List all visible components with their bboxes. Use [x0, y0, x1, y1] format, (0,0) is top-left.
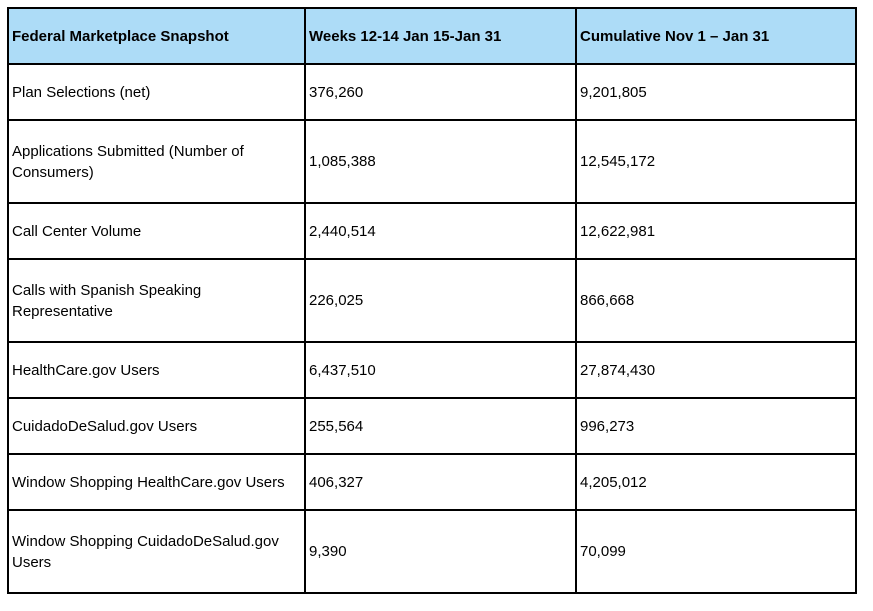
row-label: Applications Submitted (Number of Consum… — [7, 119, 306, 204]
header-cell-cumulative: Cumulative Nov 1 – Jan 31 — [575, 7, 857, 65]
weeks-value: 9,390 — [304, 509, 577, 594]
cumulative-value: 866,668 — [575, 258, 857, 343]
table-row-cuidadodesalud-gov-users: CuidadoDeSalud.gov Users 255,564 996,273 — [7, 397, 857, 455]
table-row-plan-selections: Plan Selections (net) 376,260 9,201,805 — [7, 63, 857, 121]
cumulative-value: 12,545,172 — [575, 119, 857, 204]
row-label: CuidadoDeSalud.gov Users — [7, 397, 306, 455]
cumulative-value: 70,099 — [575, 509, 857, 594]
weeks-value: 406,327 — [304, 453, 577, 511]
federal-marketplace-snapshot-table: Federal Marketplace Snapshot Weeks 12-14… — [7, 7, 857, 594]
cumulative-value: 996,273 — [575, 397, 857, 455]
row-label: Window Shopping CuidadoDeSalud.gov Users — [7, 509, 306, 594]
weeks-value: 226,025 — [304, 258, 577, 343]
cumulative-value: 4,205,012 — [575, 453, 857, 511]
weeks-value: 255,564 — [304, 397, 577, 455]
table-row-healthcare-gov-users: HealthCare.gov Users 6,437,510 27,874,43… — [7, 341, 857, 399]
header-cell-metric: Federal Marketplace Snapshot — [7, 7, 306, 65]
row-label: HealthCare.gov Users — [7, 341, 306, 399]
table-row-window-shopping-cuidadodesalud: Window Shopping CuidadoDeSalud.gov Users… — [7, 509, 857, 594]
table-row-spanish-calls: Calls with Spanish Speaking Representati… — [7, 258, 857, 343]
weeks-value: 2,440,514 — [304, 202, 577, 260]
table-row-call-center-volume: Call Center Volume 2,440,514 12,622,981 — [7, 202, 857, 260]
cumulative-value: 27,874,430 — [575, 341, 857, 399]
header-cell-weeks: Weeks 12-14 Jan 15-Jan 31 — [304, 7, 577, 65]
table-row-applications-submitted: Applications Submitted (Number of Consum… — [7, 119, 857, 204]
row-label: Calls with Spanish Speaking Representati… — [7, 258, 306, 343]
row-label: Call Center Volume — [7, 202, 306, 260]
weeks-value: 6,437,510 — [304, 341, 577, 399]
weeks-value: 1,085,388 — [304, 119, 577, 204]
row-label: Plan Selections (net) — [7, 63, 306, 121]
table-header-row: Federal Marketplace Snapshot Weeks 12-14… — [7, 7, 857, 65]
cumulative-value: 9,201,805 — [575, 63, 857, 121]
row-label: Window Shopping HealthCare.gov Users — [7, 453, 306, 511]
weeks-value: 376,260 — [304, 63, 577, 121]
cumulative-value: 12,622,981 — [575, 202, 857, 260]
table-row-window-shopping-healthcare: Window Shopping HealthCare.gov Users 406… — [7, 453, 857, 511]
